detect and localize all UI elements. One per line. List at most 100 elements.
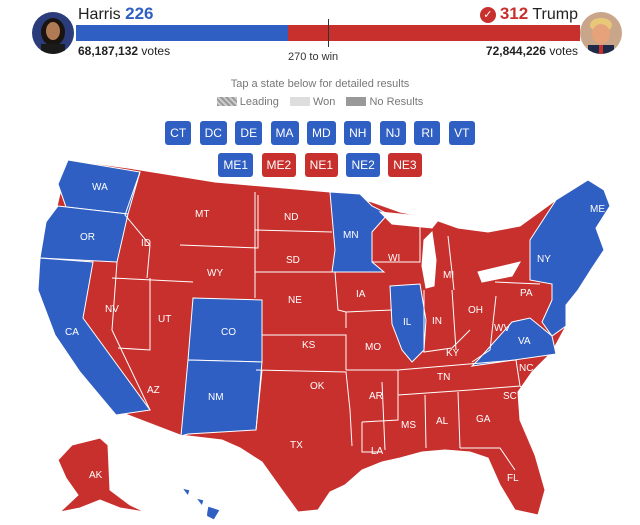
- small-state-chips-row-2: ME1 ME2 NE1 NE2 NE3: [0, 153, 640, 177]
- state-chip[interactable]: VT: [448, 121, 475, 145]
- label-ga: GA: [476, 414, 491, 425]
- label-wv: WV: [494, 323, 510, 334]
- state-labels: WA OR CA NV ID MT WY UT AZ CO NM ND SD N…: [65, 182, 605, 521]
- harris-portrait-icon: [32, 12, 74, 54]
- label-me: ME: [590, 204, 605, 215]
- state-chip[interactable]: RI: [414, 121, 441, 145]
- district-chip[interactable]: ME2: [261, 153, 297, 177]
- harris-votes-label: votes: [141, 44, 171, 58]
- legend-no-results: No Results: [346, 96, 423, 108]
- legend-no-results-label: No Results: [369, 96, 424, 108]
- state-chip[interactable]: MA: [270, 121, 299, 145]
- trump-avatar: [580, 12, 622, 54]
- trump-portrait-icon: [580, 12, 622, 54]
- state-chip[interactable]: NH: [344, 121, 372, 145]
- states-layer: [37, 159, 611, 521]
- label-il: IL: [403, 317, 412, 328]
- state-chip[interactable]: DE: [235, 121, 263, 145]
- us-election-map: WA OR CA NV ID MT WY UT AZ CO NM ND SD N…: [37, 159, 611, 521]
- label-nm: NM: [208, 392, 224, 403]
- label-ak: AK: [89, 470, 103, 481]
- winner-check-icon: ✓: [479, 7, 496, 23]
- label-oh: OH: [468, 305, 483, 316]
- label-wy: WY: [207, 268, 223, 279]
- state-chip[interactable]: MD: [307, 121, 336, 145]
- instructions-text: Tap a state below for detailed results: [230, 78, 410, 90]
- label-la: LA: [371, 446, 384, 457]
- label-sc: SC: [503, 391, 517, 402]
- trump-votes-value: 72,844,226: [485, 44, 546, 58]
- district-chip[interactable]: NE1: [304, 153, 339, 177]
- trump-votes-label: votes: [549, 44, 578, 58]
- label-ar: AR: [369, 391, 383, 402]
- label-ks: KS: [302, 340, 316, 351]
- state-or[interactable]: [39, 205, 129, 263]
- lake-erie: [477, 261, 522, 283]
- label-tx: TX: [290, 440, 303, 451]
- label-al: AL: [436, 416, 449, 427]
- harris-popular-vote: 68,187,132 votes: [78, 44, 170, 58]
- label-ky: KY: [446, 348, 460, 359]
- state-chip[interactable]: CT: [165, 121, 192, 145]
- label-nc: NC: [519, 363, 533, 374]
- legend-leading: Leading: [216, 96, 279, 108]
- leading-swatch: [216, 97, 237, 106]
- label-va: VA: [518, 336, 531, 347]
- label-nd: ND: [284, 212, 298, 223]
- legend-leading-label: Leading: [239, 96, 279, 108]
- legend-won-label: Won: [312, 96, 336, 108]
- trump-electoral: 312: [499, 4, 529, 23]
- won-swatch: [289, 97, 310, 106]
- state-nm[interactable]: [180, 359, 263, 437]
- label-mo: MO: [365, 342, 381, 353]
- state-hi[interactable]: [180, 487, 221, 521]
- label-nv: NV: [105, 304, 119, 315]
- harris-electoral: 226: [125, 4, 154, 23]
- electoral-progress-bar: [76, 19, 580, 47]
- legend-won: Won: [289, 96, 336, 108]
- district-chip[interactable]: NE3: [388, 153, 422, 177]
- state-ca[interactable]: [37, 257, 151, 416]
- label-in: IN: [432, 316, 442, 327]
- label-sd: SD: [286, 255, 300, 266]
- state-northeast[interactable]: [529, 179, 611, 337]
- label-fl: FL: [507, 473, 519, 484]
- state-borders: [111, 171, 541, 471]
- small-state-chips-row-1: CT DC DE MA MD NH NJ RI VT: [0, 121, 640, 145]
- threshold-label: 270 to win: [288, 51, 339, 63]
- label-hi: HI: [198, 510, 208, 521]
- state-chip[interactable]: DC: [199, 121, 227, 145]
- threshold-marker: [328, 19, 329, 47]
- label-mt: MT: [195, 209, 209, 220]
- harris-votes-value: 68,187,132: [78, 44, 139, 58]
- label-ia: IA: [356, 289, 366, 300]
- label-ut: UT: [158, 314, 171, 325]
- map-legend: Leading Won No Results: [0, 96, 640, 108]
- label-wi: WI: [388, 253, 400, 264]
- label-or: OR: [80, 232, 95, 243]
- no-results-swatch: [346, 97, 367, 106]
- trump-popular-vote: 72,844,226 votes: [486, 44, 578, 58]
- label-az: AZ: [147, 385, 160, 396]
- label-ca: CA: [65, 327, 79, 338]
- label-ny: NY: [537, 254, 551, 265]
- label-ok: OK: [310, 381, 325, 392]
- harris-label: Harris 226: [78, 4, 154, 24]
- district-chip[interactable]: ME1: [218, 153, 254, 177]
- label-ms: MS: [401, 420, 416, 431]
- harris-bar-fill: [76, 25, 288, 41]
- label-ne: NE: [288, 295, 302, 306]
- label-co: CO: [221, 327, 236, 338]
- lake-superior: [378, 211, 441, 229]
- trump-name: Trump: [532, 6, 578, 23]
- trump-label: ✓ 312 Trump: [479, 4, 578, 24]
- label-tn: TN: [437, 372, 450, 383]
- state-chip[interactable]: NJ: [379, 121, 406, 145]
- label-pa: PA: [520, 288, 533, 299]
- state-ak[interactable]: [57, 437, 146, 513]
- district-chip[interactable]: NE2: [346, 153, 380, 177]
- state-il[interactable]: [389, 283, 427, 363]
- label-id: ID: [141, 238, 151, 249]
- state-mn[interactable]: [329, 191, 389, 273]
- lake-michigan: [421, 230, 437, 289]
